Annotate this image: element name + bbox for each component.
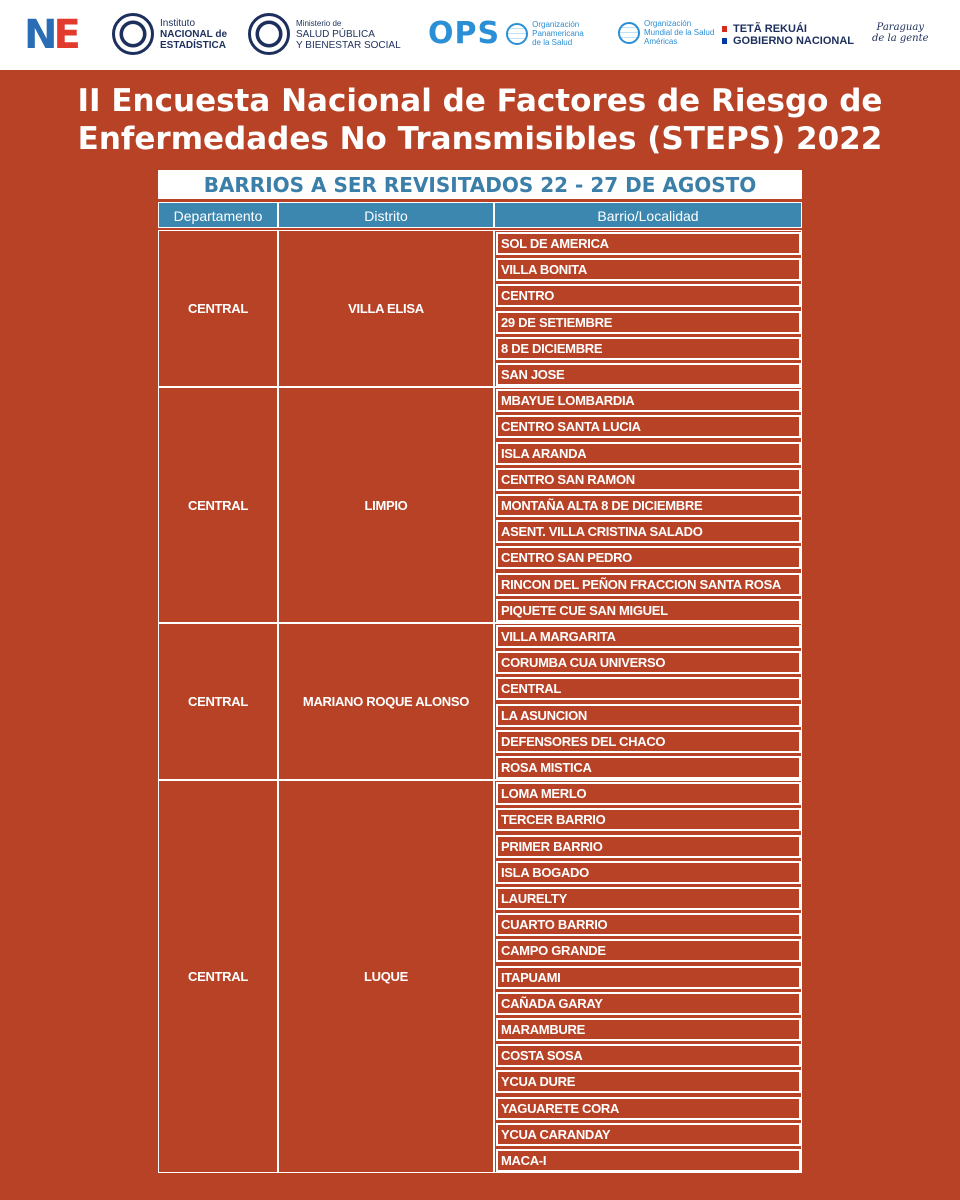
gobierno-nacional-logo: TETÃ REKUÁI GOBIERNO NACIONAL (722, 23, 854, 47)
barrio-cell: LAURELTY (496, 886, 801, 910)
barrio-cell: ASENT. VILLA CRISTINA SALADO (496, 520, 801, 544)
table-group: CENTRAL VILLA ELISA SOL DE AMERICA VILLA BO… (158, 230, 802, 388)
header-barrio-localidad: Barrio/Localidad (494, 202, 802, 228)
barrio-cell: ISLA BOGADO (496, 860, 801, 884)
barrio-cell: LOMA MERLO (496, 782, 801, 806)
ops-logo: OPS Organización Panamericana de la Salu… (428, 16, 584, 51)
barrio-cell: CENTRO SAN PEDRO (496, 546, 801, 570)
barrio-cell: CENTRO SAN RAMON (496, 467, 801, 491)
barrio-cell: CENTRO SANTA LUCIA (496, 415, 801, 439)
barrio-cell: COSTA SOSA (496, 1044, 801, 1068)
barrio-cell: YCUA CARANDAY (496, 1122, 801, 1146)
departamento-cell: CENTRAL (159, 231, 279, 387)
barrio-cell: CENTRAL (496, 677, 801, 701)
barrio-cell: LA ASUNCION (496, 703, 801, 727)
departamento-cell: CENTRAL (159, 781, 279, 1173)
barrio-cell: CENTRO (496, 284, 801, 308)
barrio-cell: MONTAÑA ALTA 8 DE DICIEMBRE (496, 493, 801, 517)
barrio-cell: CAÑADA GARAY (496, 991, 801, 1015)
oms-logo: Organización Mundial de la Salud América… (618, 19, 714, 46)
paraguay-seal-icon (112, 13, 154, 55)
barrio-cell: CUARTO BARRIO (496, 913, 801, 937)
ops-wordmark: OPS (428, 16, 501, 51)
subtitle-banner: BARRIOS A SER REVISITADOS 22 - 27 DE AGO… (158, 170, 802, 199)
departamento-cell: CENTRAL (159, 624, 279, 780)
gobierno-logo-text: TETÃ REKUÁI GOBIERNO NACIONAL (733, 23, 854, 47)
barrio-cell: VILLA MARGARITA (496, 625, 801, 648)
barrio-cell: 8 DE DICIEMBRE (496, 336, 801, 360)
header-distrito: Distrito (278, 202, 494, 228)
barrio-cell: CAMPO GRANDE (496, 939, 801, 963)
barrio-cell: SOL DE AMERICA (496, 232, 801, 255)
departamento-cell: CENTRAL (159, 388, 279, 622)
barrio-cell: PIQUETE CUE SAN MIGUEL (496, 598, 801, 622)
ministerio-seal-icon (248, 13, 290, 55)
ine-logo-text: Instituto NACIONAL de ESTADÍSTICA (160, 17, 228, 51)
globe-icon (506, 22, 529, 45)
ops-logo-text: Organización Panamericana de la Salud (532, 20, 584, 47)
barrio-cell: PRIMER BARRIO (496, 834, 801, 858)
distrito-cell: MARIANO ROQUE ALONSO (279, 624, 495, 780)
barrio-cell: MARAMBURE (496, 1017, 801, 1041)
barrio-cell: YCUA DURE (496, 1070, 801, 1094)
ministerio-logo-text: Ministerio de SALUD PÚBLICA Y BIENESTAR … (296, 18, 401, 51)
barrio-cell: SAN JOSE (496, 363, 801, 386)
barrio-cell: YAGUARETE CORA (496, 1096, 801, 1120)
barrio-cell: CORUMBA CUA UNIVERSO (496, 651, 801, 675)
barrio-cell: RINCON DEL PEÑON FRACCION SANTA ROSA (496, 572, 801, 596)
ine-logo-n: N (24, 12, 58, 58)
barrio-cell: ISLA ARANDA (496, 441, 801, 465)
table-group: CENTRAL MARIANO ROQUE ALONSO VILLA MARGARI… (158, 623, 802, 781)
ine-logo-e: E (53, 12, 80, 58)
distrito-cell: LIMPIO (279, 388, 495, 622)
distrito-cell: VILLA ELISA (279, 231, 495, 387)
page-title-line-1: II Encuesta Nacional de Factores de Ries… (77, 83, 883, 119)
table-group: CENTRAL LIMPIO MBAYUE LOMBARDIA CENTRO SANT… (158, 387, 802, 623)
paraguay-flag-icon (722, 26, 727, 44)
header-departamento: Departamento (158, 202, 278, 228)
table-group: CENTRAL LUQUE LOMA MERLO TERCER BARRIO PRIME… (158, 780, 802, 1174)
barrio-cell: VILLA BONITA (496, 258, 801, 282)
barrio-cell: ROSA MISTICA (496, 756, 801, 779)
distrito-cell: LUQUE (279, 781, 495, 1173)
barrio-cell: MBAYUE LOMBARDIA (496, 389, 801, 413)
barrio-cell: 29 DE SETIEMBRE (496, 310, 801, 334)
paraguay-de-la-gente-logo: Paraguay de la gente (872, 22, 929, 44)
barrio-cell: MACA-I (496, 1148, 801, 1172)
barrio-cell: DEFENSORES DEL CHACO (496, 729, 801, 753)
oms-logo-text: Organización Mundial de la Salud América… (644, 19, 715, 46)
who-emblem-icon (618, 21, 640, 44)
ministerio-salud-logo: Ministerio de SALUD PÚBLICA Y BIENESTAR … (248, 13, 401, 55)
ine-seal-logo: Instituto NACIONAL de ESTADÍSTICA (112, 13, 227, 55)
barrio-cell: ITAPUAMI (496, 965, 801, 989)
page-title: II Encuesta Nacional de Factores de Ries… (0, 82, 960, 158)
page-title-line-2: Enfermedades No Transmisibles (STEPS) 20… (77, 121, 883, 157)
paraguay-logo-text: Paraguay de la gente (872, 22, 929, 44)
barrio-cell: TERCER BARRIO (496, 808, 801, 832)
